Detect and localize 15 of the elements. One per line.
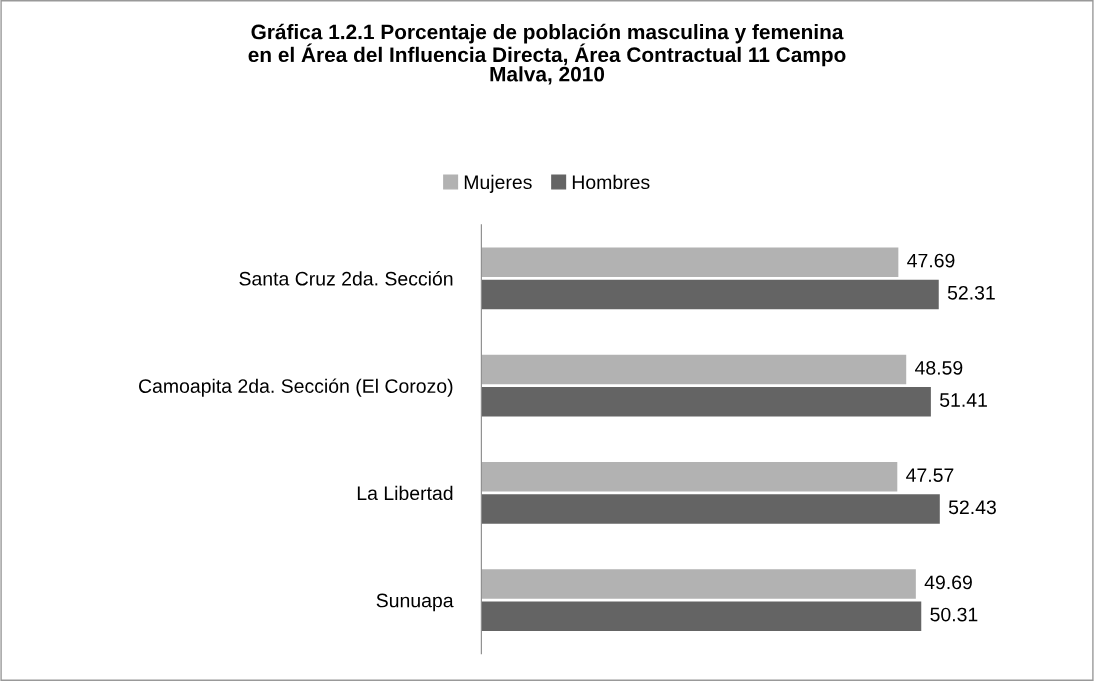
y-tick-label: La Libertad [357,485,453,501]
chart-title: Gráfica 1.2.1 Porcentaje de población masculina y femenina en el Área del Influencia Directa, Área Contractual 11 Campo Malva, 2010 [248,23,846,85]
data-label: 51.41 [939,393,987,407]
legend-label: Mujeres [464,174,532,193]
data-label: 52.43 [948,500,996,515]
data-label: 47.69 [907,253,955,268]
y-tick-label: Sunuapa [376,593,454,612]
data-label: 48.59 [915,360,963,375]
data-label: 50.31 [930,607,978,622]
data-label: 47.57 [906,468,954,482]
y-tick-label: Santa Cruz 2da. Sección [239,271,453,286]
y-tick-label: Camoapita 2da. Sección (El Corozo) [139,378,453,397]
data-label: 49.69 [924,575,972,590]
data-label: 52.31 [947,285,995,300]
legend-label: Hombres [572,174,650,190]
